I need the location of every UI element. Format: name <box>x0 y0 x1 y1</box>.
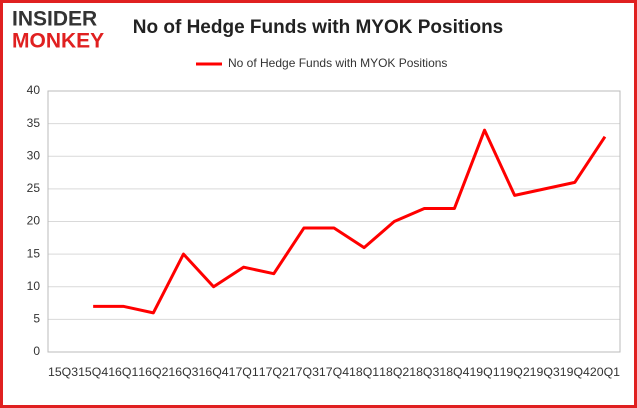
x-tick-label: 16Q3 <box>168 367 198 379</box>
y-tick-label: 15 <box>27 246 41 260</box>
y-tick-label: 35 <box>27 116 41 130</box>
x-tick-label: 16Q2 <box>138 367 168 379</box>
y-tick-label: 40 <box>27 83 41 97</box>
logo-bottom: MONKEY <box>12 30 104 53</box>
x-tick-label: 18Q1 <box>349 367 379 379</box>
logo-top: INSIDER <box>12 8 97 31</box>
x-tick-label: 19Q2 <box>500 367 530 379</box>
x-tick-label: 17Q4 <box>319 367 350 379</box>
plot-border <box>47 90 621 353</box>
y-tick-label: 30 <box>27 148 41 162</box>
y-tick-label: 25 <box>27 181 41 195</box>
legend-label: No of Hedge Funds with MYOK Positions <box>228 56 447 70</box>
y-tick-label: 10 <box>27 279 41 293</box>
x-tick-label: 15Q3 <box>48 367 78 379</box>
x-tick-label: 18Q4 <box>439 367 470 379</box>
x-tick-label: 19Q4 <box>560 367 591 379</box>
x-tick-label: 17Q3 <box>289 367 319 379</box>
x-tick-label: 19Q1 <box>469 367 499 379</box>
x-tick-label: 18Q3 <box>409 367 439 379</box>
y-tick-label: 5 <box>33 312 40 326</box>
y-tick-label: 0 <box>33 344 40 358</box>
x-tick-label: 19Q3 <box>530 367 560 379</box>
y-tick-label: 20 <box>27 214 41 228</box>
x-tick-label: 15Q4 <box>78 367 109 379</box>
chart-title: No of Hedge Funds with MYOK Positions <box>133 17 504 38</box>
line <box>93 128 607 315</box>
x-tick-label: 16Q4 <box>199 367 230 379</box>
x-tick-label: 17Q2 <box>259 367 289 379</box>
x-tick-label: 16Q1 <box>108 367 138 379</box>
x-tick-label: 18Q2 <box>379 367 409 379</box>
x-tick-label: 20Q1 <box>590 367 620 379</box>
x-tick-label: 17Q1 <box>229 367 259 379</box>
